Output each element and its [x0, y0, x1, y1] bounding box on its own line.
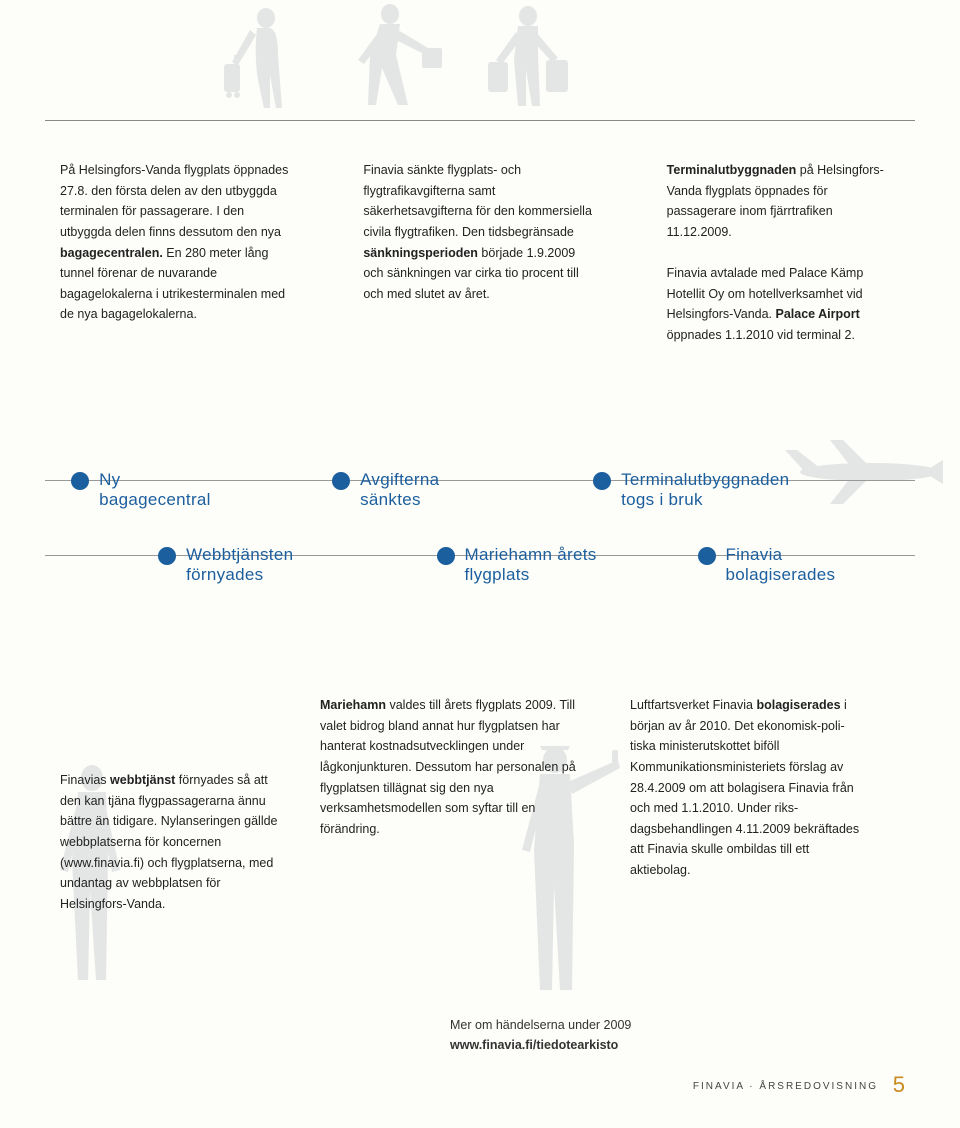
column-mariehamn: Mariehamn valdes till årets flygplats 20… [320, 695, 590, 914]
timeline-label: Terminalutbyggnaden togs i bruk [621, 470, 789, 511]
timeline-item: Avgifterna sänktes [332, 470, 439, 511]
page-footer: FINAVIA · ÅRSREDOVISNING 5 [693, 1072, 905, 1098]
bottom-text-columns: Finavias webbtjänst för­nyades så att de… [60, 695, 900, 914]
column-fee-reduction: Finavia sänkte flygplats- och flygtrafik… [363, 160, 596, 346]
column-terminal-extension: Terminalutbyggnaden på Hel­singfors-Vand… [667, 160, 900, 346]
more-events-link: Mer om händelserna under 2009 www.finavi… [450, 1015, 631, 1055]
timeline-label: Finavia bolagiserades [726, 545, 836, 586]
top-text-columns: På Helsingfors-Vanda flygplats öppnades … [60, 160, 900, 346]
timeline-label: Ny bagagecentral [99, 470, 211, 511]
timeline-item: Terminalutbyggnaden togs i bruk [593, 470, 789, 511]
timeline-dot-icon [71, 472, 89, 490]
timeline-item: Mariehamn årets flygplats [437, 545, 597, 586]
page-number: 5 [893, 1072, 905, 1097]
timeline-row-primary: Ny bagagecentral Avgifterna sänktes Term… [45, 470, 915, 530]
traveler-walking-icon [340, 0, 450, 110]
timeline-item: Ny bagagecentral [71, 470, 211, 511]
timeline-item: Finavia bolagiserades [698, 545, 836, 586]
traveler-rolling-bag-icon [220, 0, 310, 110]
column-baggage-central: På Helsingfors-Vanda flygplats öppnades … [60, 160, 293, 346]
timeline-label: Avgifterna sänktes [360, 470, 439, 511]
timeline-dot-icon [437, 547, 455, 565]
column-web-service: Finavias webbtjänst för­nyades så att de… [60, 770, 280, 914]
timeline-dot-icon [332, 472, 350, 490]
footer-text: FINAVIA · ÅRSREDOVISNING [693, 1081, 878, 1092]
column-corporatisation: Luftfartsverket Finavia bolagiserades i … [630, 695, 860, 914]
timeline-dot-icon [698, 547, 716, 565]
more-events-url: www.finavia.fi/tiedotearkisto [450, 1038, 618, 1052]
timeline-row-secondary: Webbtjänsten förnyades Mariehamn årets f… [45, 545, 915, 605]
traveler-two-bags-icon [480, 0, 575, 110]
timeline: Ny bagagecentral Avgifterna sänktes Term… [45, 470, 915, 605]
timeline-label: Webbtjänsten förnyades [186, 545, 293, 586]
timeline-item: Webbtjänsten förnyades [158, 545, 293, 586]
timeline-label: Mariehamn årets flygplats [465, 545, 597, 586]
header-rule [45, 120, 915, 121]
timeline-dot-icon [593, 472, 611, 490]
timeline-dot-icon [158, 547, 176, 565]
header-silhouettes [220, 0, 720, 110]
more-events-text: Mer om händelserna under 2009 [450, 1015, 631, 1035]
